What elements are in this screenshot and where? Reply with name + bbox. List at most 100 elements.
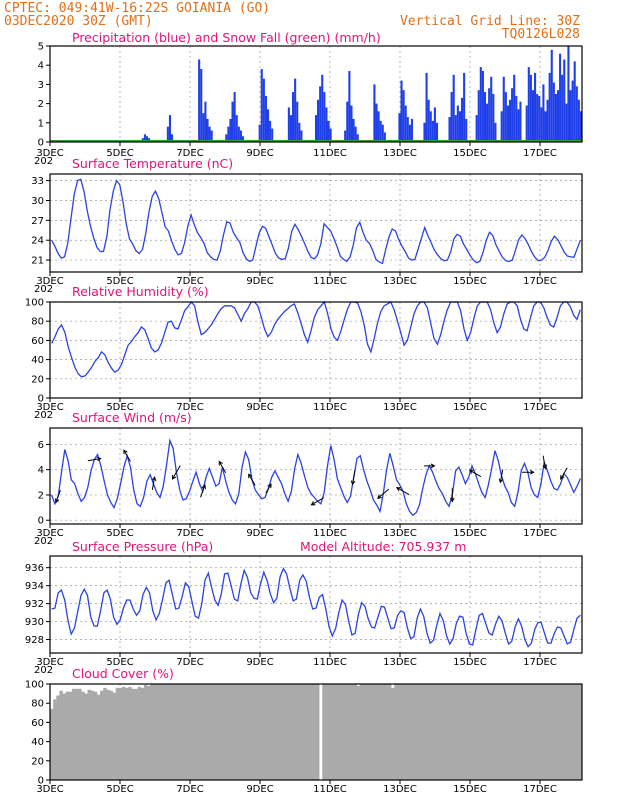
cloud-cover-bar	[506, 684, 511, 780]
precip-bar	[546, 99, 549, 142]
cloud-cover-bar	[125, 687, 129, 780]
cloud-cover-bar	[59, 690, 63, 780]
precip-bar	[500, 111, 503, 142]
y-tick-label-precip: 1	[38, 118, 44, 129]
precip-bar	[481, 70, 484, 142]
header-location: CPTEC: 049:41W-16:22S GOIANIA (GO)	[4, 1, 270, 16]
precip-bar	[538, 95, 541, 142]
x-tick-label: 11DEC	[313, 276, 347, 287]
precip-bar	[515, 95, 518, 142]
precip-bar	[519, 101, 522, 142]
cloud-cover-bar	[131, 688, 135, 780]
precip-bar	[486, 103, 489, 142]
precip-bar	[579, 111, 582, 142]
panel-frame-temp	[49, 173, 583, 273]
cloud-cover-bar	[312, 684, 317, 780]
precip-bar	[575, 86, 578, 142]
wind-arrow	[522, 469, 535, 475]
precip-bar	[375, 103, 378, 142]
cloud-cover-bar	[347, 684, 351, 780]
x-tick-label: 17DEC	[523, 276, 557, 287]
y-tick-label-cloud: 0	[38, 776, 44, 787]
cloud-cover-bar	[428, 684, 433, 780]
precip-bar	[381, 124, 384, 142]
cloud-cover-bar	[253, 684, 257, 780]
wind-arrow	[395, 487, 410, 496]
precip-bar	[298, 122, 301, 142]
precip-bar	[204, 101, 207, 142]
cloud-cover-bar	[275, 684, 279, 780]
cloud-cover-bar	[297, 684, 301, 780]
y-tick-label-precip: 0	[38, 138, 44, 149]
precip-bar	[314, 115, 318, 142]
y-tick-label-rh: 20	[31, 374, 44, 385]
cloud-cover-bar	[184, 684, 188, 780]
cloud-cover-bar	[519, 684, 523, 780]
panel-title-pres: Surface Pressure (hPa)	[72, 539, 213, 554]
panel-pres: Surface Pressure (hPa) Model Altitude: 70…	[25, 539, 583, 676]
cloud-cover-bar	[112, 692, 117, 780]
cloud-cover-bar	[387, 684, 392, 780]
cloud-cover-bar	[284, 684, 289, 780]
cloud-cover-bar	[218, 684, 223, 780]
precip-bar	[483, 92, 487, 142]
cloud-cover-bar	[372, 684, 376, 780]
precip-bar	[327, 120, 330, 142]
cloud-cover-bar	[240, 684, 245, 780]
cloud-cover-bar	[159, 684, 163, 780]
cloud-cover-bar	[572, 684, 577, 780]
cloud-cover-bar	[409, 684, 414, 780]
cloud-cover-bar	[106, 689, 110, 780]
cloud-cover-bar	[522, 684, 526, 780]
cloud-cover-bar	[475, 684, 480, 780]
cloud-cover-bar	[325, 684, 329, 780]
cloud-cover-bar	[215, 684, 220, 780]
precip-bar	[266, 109, 270, 142]
precip-bar	[540, 107, 543, 142]
precip-bar	[208, 126, 211, 142]
panel-title-temp: Surface Temperature (nC)	[72, 156, 233, 171]
precip-bar	[492, 94, 495, 142]
x-tick-label: 13DEC	[383, 402, 417, 413]
cloud-cover-bar	[84, 693, 88, 780]
precip-bar	[344, 130, 347, 142]
cloud-cover-bar	[140, 687, 145, 780]
x-tick-label: 9DEC	[246, 276, 273, 287]
cloud-cover-bar	[228, 684, 232, 780]
wind-arrow	[200, 484, 206, 498]
cloud-cover-bar	[71, 688, 76, 780]
cloud-cover-bar	[422, 684, 426, 780]
x-tick-label: 7DEC	[176, 402, 203, 413]
cloud-cover-bar	[172, 684, 176, 780]
precip-bar	[233, 92, 236, 142]
precip-bar	[294, 78, 297, 142]
precip-bar	[145, 136, 149, 142]
x-tick-label: 3DEC	[36, 402, 63, 413]
precip-bar	[171, 134, 174, 142]
precip-bar	[561, 74, 564, 142]
panel-temp: Surface Temperature (nC) 21 24 27 30 33 3DEC 5D…	[31, 156, 583, 295]
precip-bar	[377, 111, 380, 142]
cloud-cover-bar	[447, 684, 451, 780]
cloud-cover-bar	[419, 684, 423, 780]
precip-bar	[423, 122, 426, 142]
x-tick-label: 15DEC	[453, 402, 487, 413]
cloud-cover-bar	[366, 684, 370, 780]
panel-title-wind: Surface Wind (m/s)	[72, 410, 192, 425]
panel-frame-precip	[49, 45, 583, 143]
cloud-cover-bar	[535, 684, 539, 780]
precip-bar	[400, 80, 403, 142]
cloud-cover-bar	[359, 684, 364, 780]
cloud-cover-bar	[362, 684, 367, 780]
y-tick-label-rh: 80	[31, 317, 44, 328]
cloud-cover-bar	[278, 684, 282, 780]
panel-frame-wind	[49, 427, 583, 525]
x-year-fragment: 202	[34, 410, 53, 421]
cloud-cover-bar	[175, 684, 179, 780]
cloud-cover-bar	[538, 684, 542, 780]
cloud-cover-bar	[134, 688, 138, 780]
x-tick-label: 9DEC	[246, 528, 273, 539]
cloud-cover-bar	[560, 684, 564, 780]
cloud-cover-bar	[478, 684, 483, 780]
cloud-cover-bar	[309, 684, 314, 780]
